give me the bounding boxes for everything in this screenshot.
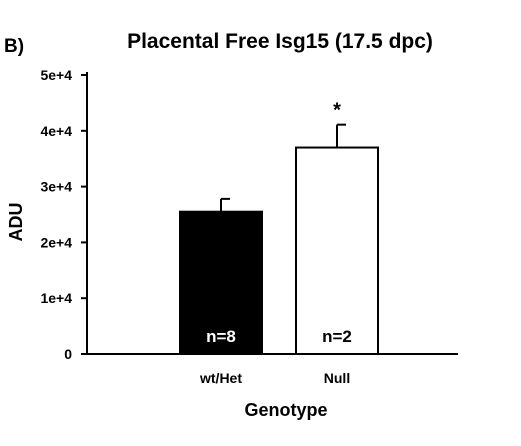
- y-tick-label: 3e+4: [40, 179, 72, 195]
- bar-null: [295, 146, 379, 355]
- x-axis-label: Genotype: [244, 400, 327, 420]
- y-tick-label: 5e+4: [40, 67, 72, 83]
- panel-label: B): [4, 36, 24, 57]
- y-tick-label: 4e+4: [40, 123, 72, 139]
- bar-count-label: n=8: [206, 327, 236, 346]
- plot-area: 0 1e+4 2e+4 3e+4 4e+4 5e+4 n=8 wt/Het n=2 * Null: [40, 67, 458, 386]
- x-tick-label: wt/Het: [199, 370, 242, 386]
- bar-count-label: n=2: [322, 327, 352, 346]
- x-tick-label: Null: [324, 370, 350, 386]
- y-axis-label: ADU: [6, 203, 26, 242]
- y-tick-label: 1e+4: [40, 290, 72, 306]
- y-tick-label: 0: [64, 346, 72, 362]
- y-tick-label: 2e+4: [40, 234, 72, 250]
- chart-title: Placental Free Isg15 (17.5 dpc): [127, 30, 433, 53]
- bar-wt-het: [179, 210, 263, 355]
- significance-marker: *: [333, 100, 341, 122]
